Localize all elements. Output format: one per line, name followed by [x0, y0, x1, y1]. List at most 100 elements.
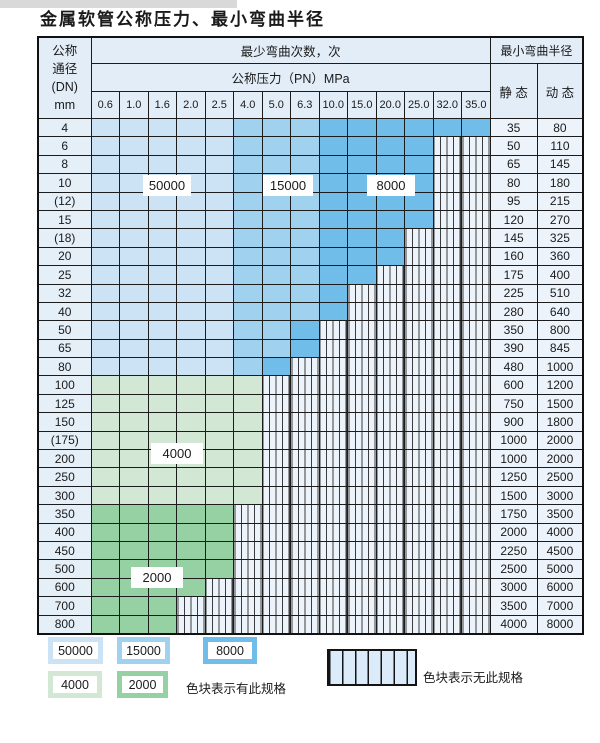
- cell-spec-b50: [147, 246, 177, 267]
- cell-no-spec: [432, 209, 462, 230]
- cell-spec-b15: [290, 228, 320, 248]
- cell-no-spec: [318, 357, 348, 377]
- cell-spec-g4: [147, 467, 177, 487]
- cell-no-spec: [261, 485, 291, 506]
- cell-spec-b8: [318, 173, 348, 193]
- cell-spec-b8: [318, 136, 348, 156]
- cell-spec-b15: [233, 357, 263, 377]
- table-row: 250 1250 2500: [37, 467, 584, 487]
- cell-spec-b8: [461, 117, 491, 138]
- cell-spec-g2: [204, 522, 234, 542]
- cell-no-spec: [318, 412, 348, 432]
- cell-no-spec: [432, 338, 462, 359]
- cell-no-spec: [404, 430, 434, 451]
- cell-dynamic-radius: 1000: [536, 357, 584, 377]
- cell-spec-b8: [347, 117, 377, 138]
- cell-spec-b50: [147, 117, 177, 138]
- cell-no-spec: [318, 467, 348, 487]
- cell-spec-b15: [290, 191, 320, 211]
- cell-spec-b50: [204, 265, 234, 285]
- cell-spec-b15: [290, 117, 320, 138]
- cell-no-spec: [318, 614, 348, 635]
- cell-no-spec: [404, 228, 434, 248]
- table-row: 65 390 845: [37, 338, 584, 359]
- cell-no-spec: [432, 357, 462, 377]
- cell-spec-b8: [375, 154, 405, 175]
- legend-swatch-label: 2000: [122, 676, 163, 693]
- cell-static-radius: 145: [489, 228, 538, 248]
- cell-dynamic-radius: 640: [536, 301, 584, 322]
- cell-spec-g2: [119, 522, 149, 542]
- min-bend-radius-header: 最小弯曲半径: [489, 36, 584, 64]
- cell-spec-g2: [147, 596, 177, 616]
- cell-no-spec: [404, 614, 434, 635]
- cell-no-spec: [318, 540, 348, 561]
- cell-spec-b15: [261, 117, 291, 138]
- cell-spec-g4: [204, 393, 234, 414]
- cell-no-spec: [404, 577, 434, 598]
- cell-dynamic-radius: 180: [536, 173, 584, 193]
- cell-spec-b50: [119, 338, 149, 359]
- cell-spec-b50: [176, 246, 206, 267]
- cell-spec-b8: [318, 265, 348, 285]
- cell-no-spec: [347, 283, 377, 303]
- cell-no-spec: [432, 191, 462, 211]
- table-row: 300 1500 3000: [37, 485, 584, 506]
- cell-spec-b50: [119, 320, 149, 340]
- cell-no-spec: [432, 614, 462, 635]
- cell-no-spec: [375, 301, 405, 322]
- cell-spec-b8: [404, 154, 434, 175]
- table-row: 600 3000 6000: [37, 577, 584, 598]
- pressure-col-header: 35.0: [461, 91, 491, 119]
- cell-spec-g4: [233, 467, 263, 487]
- cell-spec-g4: [90, 449, 120, 469]
- legend-swatch-label: 15000: [122, 642, 165, 659]
- cell-spec-g2: [90, 522, 120, 542]
- cell-spec-g4: [176, 375, 206, 395]
- cell-no-spec: [375, 559, 405, 579]
- cell-no-spec: [290, 430, 320, 451]
- cell-dynamic-radius: 80: [536, 117, 584, 138]
- cell-no-spec: [432, 173, 462, 193]
- cell-no-spec: [461, 485, 491, 506]
- cell-spec-g4: [147, 393, 177, 414]
- cell-dynamic-radius: 400: [536, 265, 584, 285]
- table-row: 4 35 80: [37, 117, 584, 138]
- cycles-label-2000: 2000: [131, 567, 183, 588]
- cycles-label-50000: 50000: [143, 175, 191, 196]
- table-row: 700 3500 7000: [37, 596, 584, 616]
- cell-no-spec: [290, 540, 320, 561]
- cell-static-radius: 50: [489, 136, 538, 156]
- cell-spec-b15: [233, 228, 263, 248]
- cell-dn: (18): [37, 228, 92, 248]
- cell-no-spec: [233, 614, 263, 635]
- cell-spec-b50: [90, 136, 120, 156]
- cell-spec-g2: [204, 504, 234, 524]
- cell-no-spec: [318, 449, 348, 469]
- cell-spec-g4: [204, 430, 234, 451]
- cell-no-spec: [318, 577, 348, 598]
- cell-no-spec: [375, 265, 405, 285]
- cell-spec-b15: [290, 301, 320, 322]
- cell-no-spec: [404, 301, 434, 322]
- cell-spec-b50: [204, 173, 234, 193]
- cell-no-spec: [233, 596, 263, 616]
- cell-no-spec: [461, 522, 491, 542]
- cell-no-spec: [432, 596, 462, 616]
- cell-spec-g2: [90, 540, 120, 561]
- cell-dn: 300: [37, 485, 92, 506]
- cell-no-spec: [261, 504, 291, 524]
- cell-no-spec: [290, 504, 320, 524]
- cell-spec-b50: [204, 136, 234, 156]
- cell-spec-b50: [147, 357, 177, 377]
- cell-dn: 8: [37, 154, 92, 175]
- cell-static-radius: 4000: [489, 614, 538, 635]
- cell-no-spec: [432, 301, 462, 322]
- cycles-label-8000: 8000: [367, 175, 415, 196]
- cell-spec-g4: [119, 412, 149, 432]
- cell-spec-b50: [204, 209, 234, 230]
- cell-spec-b50: [204, 117, 234, 138]
- cell-spec-b8: [318, 191, 348, 211]
- cell-no-spec: [375, 614, 405, 635]
